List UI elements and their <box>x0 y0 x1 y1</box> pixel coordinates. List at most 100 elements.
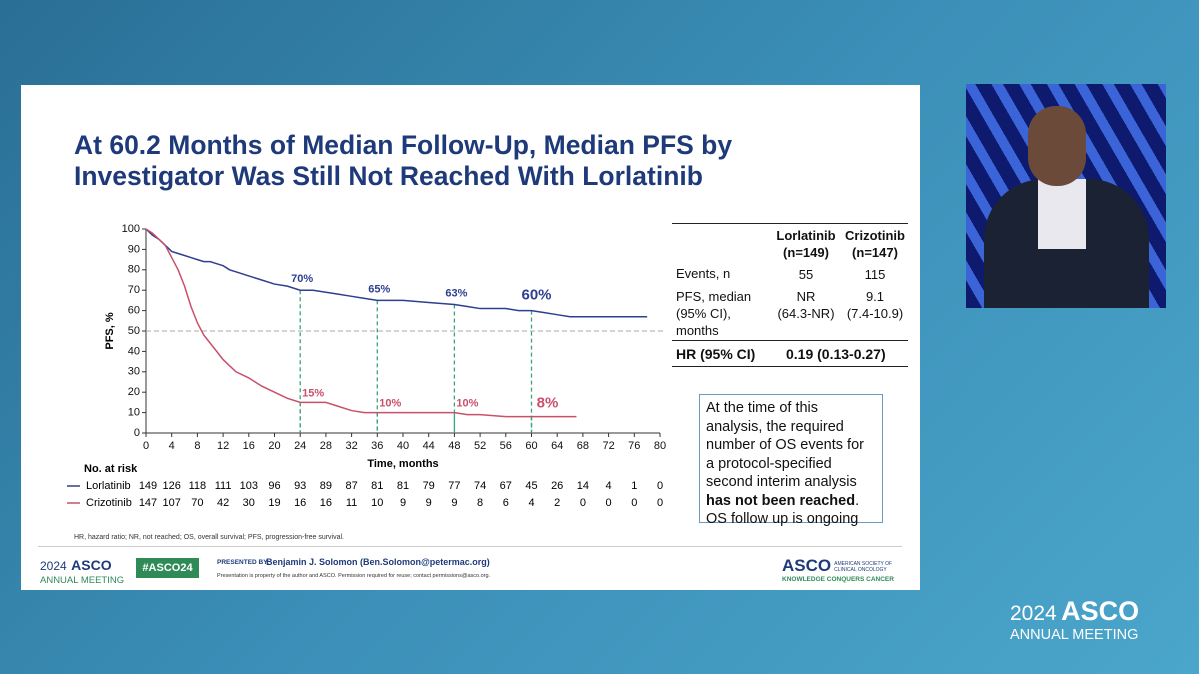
overlay-logo: 2024 ASCO ANNUAL MEETING <box>1010 596 1139 643</box>
risk-count: 2 <box>554 497 560 509</box>
risk-count: 8 <box>477 497 483 509</box>
x-tick-label: 72 <box>602 440 614 452</box>
km-curve <box>145 228 648 318</box>
risk-count: 67 <box>500 480 512 492</box>
col-name: Crizotinib <box>845 228 905 243</box>
risk-count: 16 <box>294 497 306 509</box>
note-text: At the time of this analysis, the requir… <box>706 400 864 490</box>
risk-count: 19 <box>268 497 280 509</box>
x-tick-label: 56 <box>500 440 512 452</box>
x-tick-label: 24 <box>294 440 306 452</box>
society-logo: ASCO AMERICAN SOCIETY OF CLINICAL ONCOLOG… <box>782 556 894 583</box>
risk-count: 0 <box>657 497 663 509</box>
logo-meeting: ANNUAL MEETING <box>40 575 125 586</box>
label-line: PFS, median <box>676 289 752 304</box>
risk-title: No. at risk <box>84 463 138 475</box>
y-tick-label: 90 <box>128 243 140 255</box>
overlay-meeting: ANNUAL MEETING <box>1010 627 1139 643</box>
col-header: Lorlatinib (n=149) <box>766 227 846 261</box>
cell: 115 <box>864 267 886 282</box>
x-tick-label: 80 <box>654 440 666 452</box>
risk-count: 107 <box>163 497 181 509</box>
landmark-label: 15% <box>302 387 324 399</box>
risk-count: 0 <box>657 480 663 492</box>
x-tick-label: 36 <box>371 440 383 452</box>
note-text: . OS follow up is ongoing <box>706 492 860 528</box>
col-header: Crizotinib (n=147) <box>835 227 915 261</box>
cell: 9.1 (7.4-10.9) <box>835 288 915 322</box>
risk-count: 11 <box>346 497 357 509</box>
risk-count: 42 <box>217 497 229 509</box>
risk-count: 93 <box>294 480 306 492</box>
x-tick-label: 68 <box>577 440 589 452</box>
rule <box>672 223 908 224</box>
risk-count: 126 <box>163 480 181 492</box>
risk-count: 0 <box>580 497 586 509</box>
risk-count: 26 <box>551 480 563 492</box>
slide <box>21 85 920 590</box>
landmark-label: 60% <box>521 287 551 304</box>
slide-title: At 60.2 Months of Median Follow-Up, Medi… <box>74 130 733 160</box>
risk-count: 89 <box>320 480 332 492</box>
risk-name: Crizotinib <box>86 497 132 509</box>
landmark-label: 70% <box>291 273 313 285</box>
landmark-label: 65% <box>368 283 390 295</box>
row-label: HR (95% CI) <box>676 346 756 362</box>
overlay-brand: ASCO <box>1061 596 1140 626</box>
disclaimer: Presentation is property of the author a… <box>217 573 491 579</box>
note-bold: has not been reached <box>706 492 856 509</box>
x-tick-label: 76 <box>628 440 640 452</box>
rule <box>672 366 908 367</box>
x-tick-label: 32 <box>345 440 357 452</box>
km-curve <box>145 228 577 418</box>
col-n: (n=147) <box>852 245 898 260</box>
x-tick-label: 20 <box>268 440 280 452</box>
risk-count: 9 <box>426 497 432 509</box>
risk-count: 87 <box>345 480 357 492</box>
risk-count: 10 <box>371 497 383 509</box>
landmark-label: 10% <box>456 398 478 410</box>
risk-count: 149 <box>139 480 157 492</box>
x-tick-label: 48 <box>448 440 460 452</box>
landmark-label: 8% <box>537 395 559 412</box>
row-label: PFS, median (95% CI), months <box>676 288 751 339</box>
x-tick-label: 8 <box>194 440 200 452</box>
y-axis-label: PFS, % <box>104 312 116 350</box>
cell: 0.19 (0.13-0.27) <box>786 346 886 362</box>
risk-count: 118 <box>189 480 207 492</box>
society-name: AMERICAN SOCIETY OF CLINICAL ONCOLOGY <box>834 560 893 573</box>
overlay-year: 2024 <box>1010 602 1057 625</box>
risk-count: 81 <box>371 480 383 492</box>
risk-count: 0 <box>606 497 612 509</box>
slide-title: Investigator Was Still Not Reached With … <box>74 161 703 191</box>
rule <box>672 340 908 341</box>
speaker-video <box>966 84 1166 308</box>
label-line: months <box>676 323 719 338</box>
col-name: Lorlatinib <box>776 228 836 243</box>
risk-count: 6 <box>503 497 509 509</box>
footer-logo: 2024 ASCO ANNUAL MEETING <box>40 557 124 586</box>
x-tick-label: 4 <box>169 440 175 452</box>
y-tick-label: 40 <box>128 345 140 357</box>
landmark-label: 10% <box>379 398 401 410</box>
risk-count: 74 <box>474 480 486 492</box>
landmark-label: 63% <box>445 287 467 299</box>
logo-year: 2024 <box>40 559 67 573</box>
tagline: KNOWLEDGE CONQUERS CANCER <box>782 576 894 583</box>
risk-name: Lorlatinib <box>86 480 131 492</box>
summary-table: Lorlatinib (n=149) Crizotinib (n=147) Even… <box>672 223 908 368</box>
cell-line: (64.3-NR) <box>777 306 835 321</box>
label-line: (95% CI), <box>676 306 731 321</box>
x-tick-label: 16 <box>243 440 255 452</box>
y-tick-label: 70 <box>128 284 140 296</box>
risk-count: 96 <box>268 480 280 492</box>
x-tick-label: 28 <box>320 440 332 452</box>
risk-count: 79 <box>423 480 435 492</box>
risk-count: 45 <box>525 480 537 492</box>
x-axis-label: Time, months <box>367 458 438 470</box>
footnote: HR, hazard ratio; NR, not reached; OS, o… <box>74 534 344 541</box>
col-n: (n=149) <box>783 245 829 260</box>
risk-count: 111 <box>215 480 232 492</box>
y-tick-label: 10 <box>128 407 140 419</box>
